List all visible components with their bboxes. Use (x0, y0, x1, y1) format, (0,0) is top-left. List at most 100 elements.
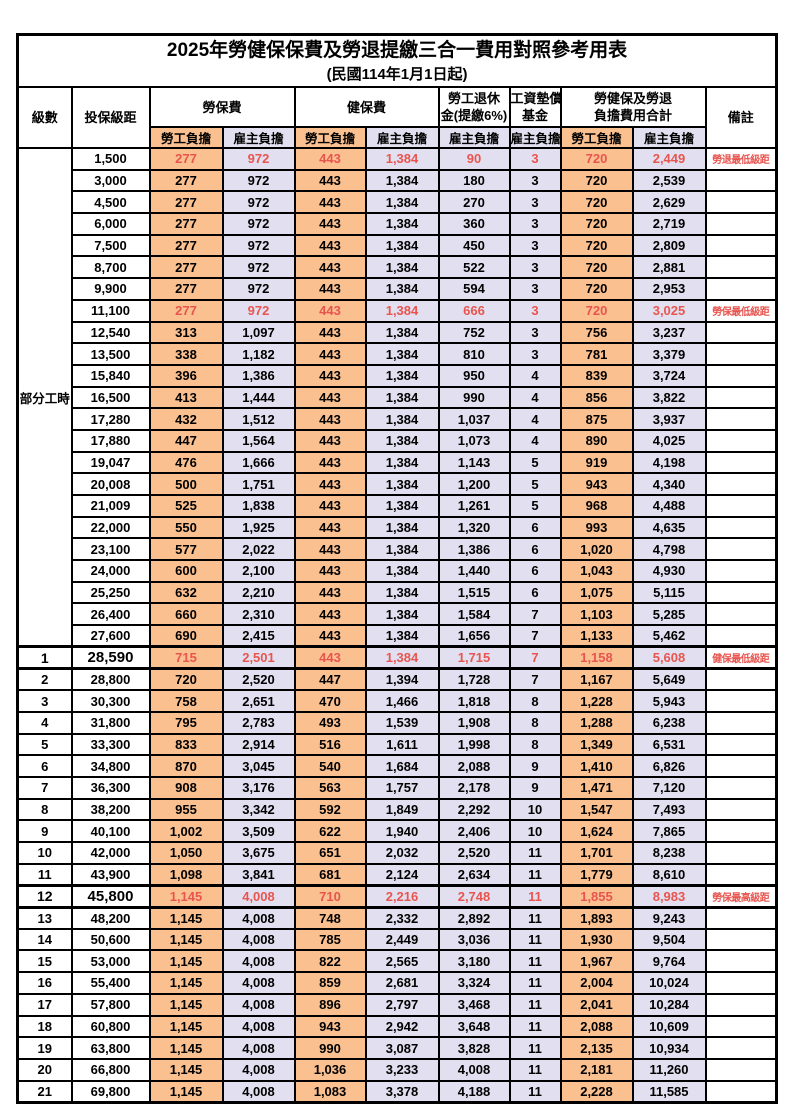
labor-employer-cell: 1,182 (221, 342, 296, 366)
remark-cell (704, 277, 778, 301)
wage-fund-employer-cell: 3 (508, 147, 562, 171)
subheader-wage-fund-employer: 雇主負擔 (508, 126, 562, 149)
pension-employer-cell: 1,037 (437, 407, 511, 431)
remark-cell (704, 906, 778, 930)
total-worker-cell: 1,624 (559, 819, 634, 843)
wage-fund-employer-cell: 6 (508, 580, 562, 605)
total-employer-cell: 8,983 (631, 883, 707, 909)
level-cell: 4 (16, 710, 73, 735)
total-worker-cell: 720 (559, 212, 634, 236)
total-worker-cell: 781 (559, 342, 634, 366)
remark-cell: 勞退最低級距 (704, 147, 778, 171)
bracket-cell: 48,200 (70, 906, 151, 930)
total-worker-cell: 856 (559, 385, 634, 410)
total-employer-cell: 8,238 (631, 841, 707, 865)
labor-employer-cell: 1,386 (221, 363, 296, 388)
pension-employer-cell: 1,715 (437, 645, 511, 670)
health-employer-cell: 3,087 (364, 1036, 440, 1060)
table-row: 21 69,800 1,145 4,008 1,083 3,378 4,188 11 2,228… (16, 1079, 778, 1104)
header-pension: 勞工退休 金(提繳6%) (437, 86, 511, 128)
wage-fund-employer-cell: 11 (508, 1036, 562, 1060)
total-employer-cell: 11,585 (631, 1079, 707, 1104)
wage-fund-employer-cell: 10 (508, 797, 562, 822)
health-worker-cell: 443 (293, 168, 367, 193)
wage-fund-employer-cell: 6 (508, 559, 562, 583)
health-employer-cell: 1,384 (364, 363, 440, 388)
health-worker-cell: 943 (293, 1014, 367, 1039)
health-worker-cell: 822 (293, 949, 367, 974)
table-row: 21,009 525 1,838 443 1,384 1,261 5 968 4,488 (18, 494, 778, 518)
total-worker-cell: 839 (559, 363, 634, 388)
total-worker-cell: 943 (559, 472, 634, 496)
labor-employer-cell: 3,841 (221, 862, 296, 887)
header-wage-fund: 工資墊償 基金 (508, 86, 562, 128)
level-cell: 21 (16, 1079, 73, 1104)
labor-employer-cell: 1,838 (221, 494, 296, 518)
table-row: 6,000 277 972 443 1,384 360 3 720 2,719 (18, 212, 778, 236)
wage-fund-employer-cell: 5 (508, 472, 562, 496)
total-worker-cell: 1,158 (559, 645, 634, 670)
labor-worker-cell: 313 (148, 320, 224, 345)
labor-worker-cell: 338 (148, 342, 224, 366)
level-cell: 1 (16, 645, 73, 670)
pension-employer-cell: 3,828 (437, 1036, 511, 1060)
total-employer-cell: 10,934 (631, 1036, 707, 1060)
bracket-cell: 38,200 (70, 797, 151, 822)
table-row: 15,840 396 1,386 443 1,384 950 4 839 3,724 (18, 363, 778, 388)
labor-employer-cell: 1,925 (221, 515, 296, 540)
subheader-health-worker: 勞工負擔 (293, 126, 367, 149)
total-employer-cell: 4,635 (631, 515, 707, 540)
health-employer-cell: 1,384 (364, 428, 440, 453)
total-employer-cell: 3,724 (631, 363, 707, 388)
health-worker-cell: 443 (293, 190, 367, 215)
labor-worker-cell: 1,145 (148, 906, 224, 930)
pension-employer-cell: 1,073 (437, 428, 511, 453)
total-employer-cell: 6,531 (631, 732, 707, 757)
remark-cell (704, 190, 778, 215)
labor-employer-cell: 972 (221, 298, 296, 323)
labor-employer-cell: 4,008 (221, 1057, 296, 1082)
health-worker-cell: 622 (293, 819, 367, 843)
labor-employer-cell: 1,097 (221, 320, 296, 345)
labor-employer-cell: 972 (221, 255, 296, 280)
health-employer-cell: 2,032 (364, 841, 440, 865)
health-employer-cell: 1,384 (364, 472, 440, 496)
health-worker-cell: 710 (293, 883, 367, 909)
remark-cell (704, 580, 778, 605)
wage-fund-employer-cell: 4 (508, 385, 562, 410)
health-employer-cell: 3,233 (364, 1057, 440, 1082)
health-employer-cell: 1,394 (364, 667, 440, 692)
remark-cell (704, 168, 778, 193)
total-employer-cell: 7,120 (631, 775, 707, 800)
labor-worker-cell: 525 (148, 494, 224, 518)
level-cell: 17 (16, 992, 73, 1017)
health-employer-cell: 2,565 (364, 949, 440, 974)
wage-fund-employer-cell: 11 (508, 862, 562, 887)
remark-cell (704, 212, 778, 236)
health-worker-cell: 651 (293, 841, 367, 865)
labor-employer-cell: 2,501 (221, 645, 296, 670)
level-cell: 11 (16, 862, 73, 887)
health-employer-cell: 1,384 (364, 320, 440, 345)
labor-employer-cell: 2,310 (221, 602, 296, 627)
header-pension-line1: 勞工退休 (447, 91, 500, 106)
table-row: 24,000 600 2,100 443 1,384 1,440 6 1,043 4,930 (18, 559, 778, 583)
total-worker-cell: 720 (559, 168, 634, 193)
health-employer-cell: 2,332 (364, 906, 440, 930)
labor-employer-cell: 4,008 (221, 927, 296, 952)
health-employer-cell: 1,384 (364, 168, 440, 193)
remark-cell (704, 927, 778, 952)
pension-employer-cell: 1,728 (437, 667, 511, 692)
bracket-cell: 22,000 (70, 515, 151, 540)
wage-fund-employer-cell: 8 (508, 689, 562, 713)
total-employer-cell: 6,238 (631, 710, 707, 735)
total-employer-cell: 5,649 (631, 667, 707, 692)
total-worker-cell: 875 (559, 407, 634, 431)
health-worker-cell: 443 (293, 472, 367, 496)
total-worker-cell: 1,349 (559, 732, 634, 757)
bracket-cell: 36,300 (70, 775, 151, 800)
total-employer-cell: 10,284 (631, 992, 707, 1017)
subheader-health-employer: 雇主負擔 (364, 126, 440, 149)
labor-employer-cell: 2,520 (221, 667, 296, 692)
total-employer-cell: 2,881 (631, 255, 707, 280)
